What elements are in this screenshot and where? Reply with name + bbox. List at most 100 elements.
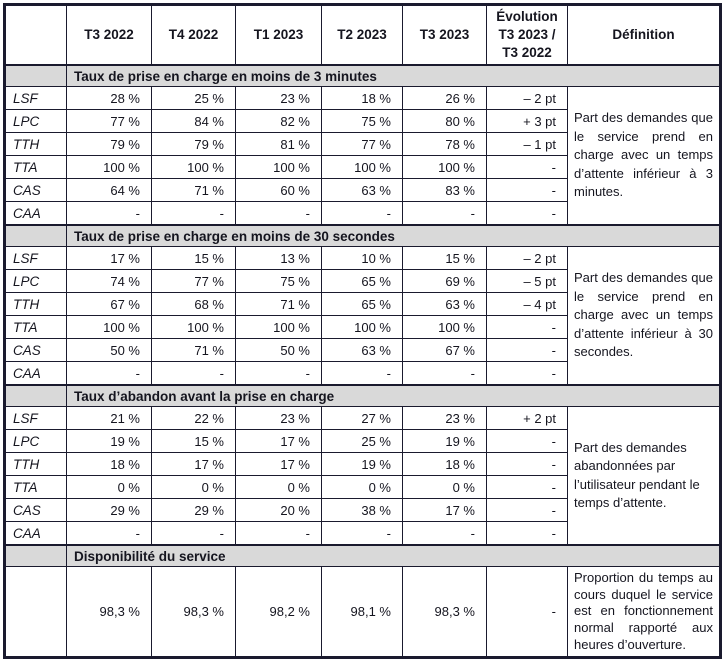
value-cell: 23 %	[402, 406, 487, 430]
col-header-t3-2023: T3 2023	[402, 4, 487, 66]
value-cell: 67 %	[66, 292, 152, 316]
value-cell: 71 %	[151, 338, 236, 362]
value-cell: 29 %	[66, 498, 152, 522]
value-cell: 23 %	[235, 86, 322, 110]
value-cell: 28 %	[66, 86, 152, 110]
value-cell: 26 %	[402, 86, 487, 110]
value-cell: 100 %	[66, 155, 152, 179]
evolution-header-line1: Évolution	[496, 9, 558, 25]
value-cell: 15 %	[151, 429, 236, 453]
value-cell: 20 %	[235, 498, 322, 522]
col-header-t3-2022: T3 2022	[66, 4, 152, 66]
row-label: TTH	[4, 132, 67, 156]
value-cell: 63 %	[402, 292, 487, 316]
value-cell: 100 %	[151, 155, 236, 179]
value-cell: 17 %	[235, 452, 322, 476]
row-label: CAS	[4, 498, 67, 522]
value-cell: -	[235, 201, 322, 226]
section-title: Taux de prise en charge en moins de 3 mi…	[66, 64, 721, 87]
value-cell: 21 %	[66, 406, 152, 430]
section-header-spacer	[4, 64, 67, 87]
definition-cell: Proportion du temps au cours duquel le s…	[567, 565, 721, 659]
row-label: TTH	[4, 292, 67, 316]
value-cell: 50 %	[235, 338, 322, 362]
value-cell: 15 %	[151, 246, 236, 270]
row-label: LPC	[4, 109, 67, 133]
value-cell: 98,1 %	[321, 565, 403, 659]
value-cell: 71 %	[151, 178, 236, 202]
value-cell: 18 %	[402, 452, 487, 476]
evolution-cell: + 2 pt	[486, 406, 568, 430]
section-header-spacer	[4, 544, 67, 567]
value-cell: 98,2 %	[235, 565, 322, 659]
section-header-row: Taux d’abandon avant la prise en charge	[4, 384, 721, 407]
value-cell: 100 %	[66, 315, 152, 339]
evolution-cell: + 3 pt	[486, 109, 568, 133]
value-cell: 80 %	[402, 109, 487, 133]
value-cell: 75 %	[235, 269, 322, 293]
value-cell: 10 %	[321, 246, 403, 270]
value-cell: -	[66, 361, 152, 386]
evolution-cell: – 2 pt	[486, 86, 568, 110]
row-label: TTA	[4, 315, 67, 339]
evolution-cell: -	[486, 429, 568, 453]
evolution-cell: -	[486, 475, 568, 499]
evolution-cell: -	[486, 201, 568, 226]
col-header-evolution: Évolution T3 2023 / T3 2022	[486, 4, 568, 66]
value-cell: 17 %	[66, 246, 152, 270]
evolution-cell: -	[486, 178, 568, 202]
table-row: TTA 100 % 100 % 100 % 100 % 100 % -	[4, 155, 721, 179]
value-cell: 25 %	[151, 86, 236, 110]
row-label: LSF	[4, 86, 67, 110]
value-cell: 79 %	[66, 132, 152, 156]
kpi-table: T3 2022 T4 2022 T1 2023 T2 2023 T3 2023 …	[3, 3, 722, 660]
value-cell: 19 %	[321, 452, 403, 476]
table-row: TTA 100 % 100 % 100 % 100 % 100 % -	[4, 315, 721, 339]
evolution-header-line2: T3 2023 /	[498, 27, 556, 43]
evolution-cell: -	[486, 498, 568, 522]
row-label: CAA	[4, 361, 67, 386]
table-row: CAA - - - - - -	[4, 521, 721, 546]
value-cell: 0 %	[235, 475, 322, 499]
evolution-cell: – 4 pt	[486, 292, 568, 316]
value-cell: -	[151, 361, 236, 386]
evolution-cell: – 2 pt	[486, 246, 568, 270]
evolution-cell: -	[486, 452, 568, 476]
row-label: LSF	[4, 246, 67, 270]
row-label: LPC	[4, 269, 67, 293]
evolution-cell: -	[486, 315, 568, 339]
value-cell: 29 %	[151, 498, 236, 522]
section-header-row: Taux de prise en charge en moins de 30 s…	[4, 224, 721, 247]
value-cell: 71 %	[235, 292, 322, 316]
evolution-cell: -	[486, 521, 568, 546]
value-cell: 83 %	[402, 178, 487, 202]
section-title: Disponibilité du service	[66, 544, 721, 567]
row-label: TTA	[4, 155, 67, 179]
value-cell: 50 %	[66, 338, 152, 362]
evolution-cell: – 1 pt	[486, 132, 568, 156]
value-cell: 0 %	[321, 475, 403, 499]
section-header-spacer	[4, 224, 67, 247]
definition-cell: Part des demandes que le service prend e…	[567, 86, 721, 226]
value-cell: 100 %	[402, 155, 487, 179]
value-cell: -	[235, 361, 322, 386]
definition-cell: Part des demandes abandonnées par l’util…	[567, 406, 721, 546]
table-row: LSF 28 % 25 % 23 % 18 % 26 % – 2 pt Part des de…	[4, 86, 721, 226]
value-cell: 100 %	[235, 315, 322, 339]
value-cell: 82 %	[235, 109, 322, 133]
row-label: CAA	[4, 521, 67, 546]
col-header-t1-2023: T1 2023	[235, 4, 322, 66]
table-row: CAS 29 % 29 % 20 % 38 % 17 % -	[4, 498, 721, 522]
value-cell: -	[66, 521, 152, 546]
value-cell: 0 %	[151, 475, 236, 499]
value-cell: 68 %	[151, 292, 236, 316]
row-label: CAS	[4, 338, 67, 362]
evolution-cell: -	[486, 565, 568, 659]
value-cell: -	[402, 201, 487, 226]
header-row: T3 2022 T4 2022 T1 2023 T2 2023 T3 2023 …	[4, 4, 721, 66]
value-cell: 18 %	[321, 86, 403, 110]
row-label: LSF	[4, 406, 67, 430]
table-row: TTA 0 % 0 % 0 % 0 % 0 % -	[4, 475, 721, 499]
value-cell: 17 %	[402, 498, 487, 522]
value-cell: 81 %	[235, 132, 322, 156]
